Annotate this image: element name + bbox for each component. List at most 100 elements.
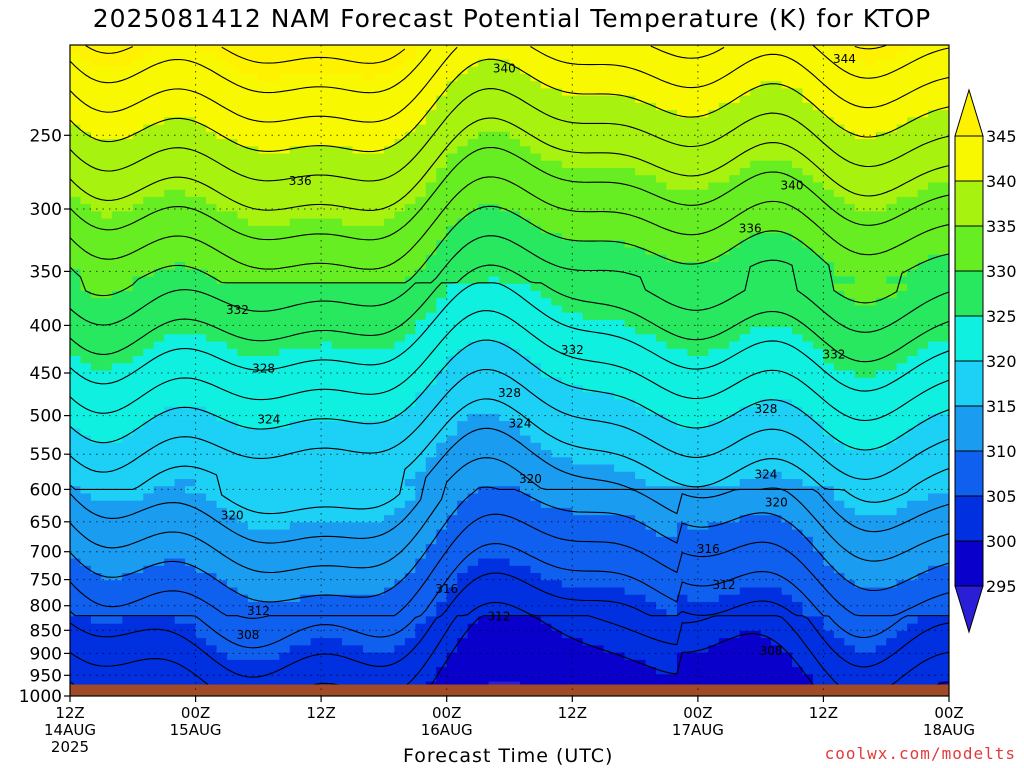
fill-cell	[404, 204, 479, 212]
fill-cell	[258, 146, 291, 155]
fill-cell	[833, 262, 919, 270]
contour-label: 324	[509, 417, 532, 431]
fill-cell	[676, 652, 793, 661]
fill-cell	[185, 189, 427, 198]
fill-cell	[436, 247, 647, 256]
fill-cell	[80, 558, 165, 567]
contour-label: 316	[697, 542, 720, 556]
fill-cell	[164, 189, 186, 198]
colorbar-segment	[954, 405, 984, 452]
fill-cell	[425, 616, 479, 625]
fill-cell	[802, 88, 949, 97]
fill-cell	[90, 435, 123, 444]
fill-cell	[80, 276, 134, 285]
fill-cell	[478, 59, 511, 68]
fill-cell	[70, 616, 92, 625]
fill-cell	[478, 558, 511, 567]
fill-cell	[143, 124, 207, 133]
fill-cell	[551, 298, 856, 306]
fill-cell	[70, 515, 239, 523]
fill-cell	[70, 95, 437, 104]
fill-cell	[645, 406, 741, 415]
fill-cell	[415, 399, 636, 408]
fill-cell	[206, 334, 406, 343]
fill-cell	[792, 233, 949, 241]
fill-cell	[70, 182, 427, 191]
fill-cell	[394, 413, 469, 422]
fill-cell	[635, 167, 741, 176]
fill-cell	[467, 493, 532, 502]
fill-cell	[70, 623, 197, 632]
fill-cell	[70, 102, 437, 111]
fill-cell	[467, 565, 532, 574]
fill-cell	[70, 153, 448, 162]
fill-cell	[70, 507, 228, 516]
fill-cell	[70, 551, 427, 560]
x-tick-label: 00Z	[181, 704, 210, 722]
fill-cell	[802, 240, 949, 249]
credit-link[interactable]: coolwx.com/modelts	[824, 744, 1016, 763]
fill-cell	[321, 341, 333, 350]
fill-cell	[812, 341, 929, 350]
fill-cell	[509, 59, 866, 68]
fill-cell	[436, 674, 814, 683]
colorbar-label: 335	[986, 217, 1017, 236]
fill-cell	[624, 240, 741, 249]
fill-cell	[561, 305, 949, 314]
x-tick-date: 17AUG	[672, 721, 724, 739]
fill-cell	[80, 124, 144, 133]
contour-line	[70, 486, 949, 603]
fill-cell	[404, 59, 479, 68]
fill-cell	[457, 500, 542, 509]
fill-cell	[635, 471, 762, 480]
colorbar-segment	[954, 225, 984, 272]
fill-cell	[80, 283, 134, 292]
fill-cell	[415, 52, 845, 61]
fill-cell	[237, 587, 385, 596]
fill-cell	[206, 406, 406, 415]
y-tick-label: 950	[30, 666, 62, 686]
x-tick-label: 12Z	[809, 704, 838, 722]
fill-cell	[917, 262, 949, 270]
fill-cell	[111, 290, 448, 299]
fill-cell	[70, 117, 165, 126]
colorbar-segment	[954, 270, 984, 317]
fill-cell	[153, 413, 218, 422]
fill-cell	[750, 327, 793, 335]
y-tick-label: 900	[30, 644, 62, 664]
fill-cell	[394, 66, 469, 75]
fill-cell	[446, 435, 532, 444]
colorbar-label: 295	[986, 577, 1017, 596]
fill-cell	[802, 95, 949, 104]
contour-label: 312	[247, 604, 270, 618]
contour-label: 340	[781, 178, 804, 192]
fill-cell	[624, 319, 949, 328]
y-tick-label: 350	[30, 262, 62, 282]
fill-cell	[739, 240, 804, 249]
fill-cell	[676, 421, 709, 429]
contour-label: 320	[765, 496, 788, 510]
fill-cell	[875, 131, 949, 140]
fill-cell	[70, 674, 437, 683]
fill-cell	[185, 262, 427, 270]
fill-cell	[436, 377, 563, 386]
fill-cell	[164, 117, 197, 126]
fill-cell	[886, 442, 949, 451]
y-axis: 250 300 350 400 450 500 550 600 650 700 750 800 850 9…	[19, 126, 70, 707]
fill-cell	[70, 167, 437, 176]
fill-cell	[844, 124, 898, 133]
fill-cell	[70, 392, 416, 401]
fill-cell	[802, 667, 949, 675]
fill-cell	[436, 370, 542, 379]
fill-cell	[446, 659, 647, 668]
fill-cell	[70, 290, 92, 299]
fill-cell	[394, 507, 458, 516]
fill-cell	[425, 384, 584, 393]
y-tick-label: 1000	[19, 687, 62, 707]
fill-cell	[310, 638, 343, 646]
contour-line	[70, 282, 949, 392]
fill-cell	[237, 515, 385, 523]
fill-cell	[70, 247, 437, 256]
contour-line	[70, 543, 949, 649]
contour-label: 344	[833, 52, 856, 66]
